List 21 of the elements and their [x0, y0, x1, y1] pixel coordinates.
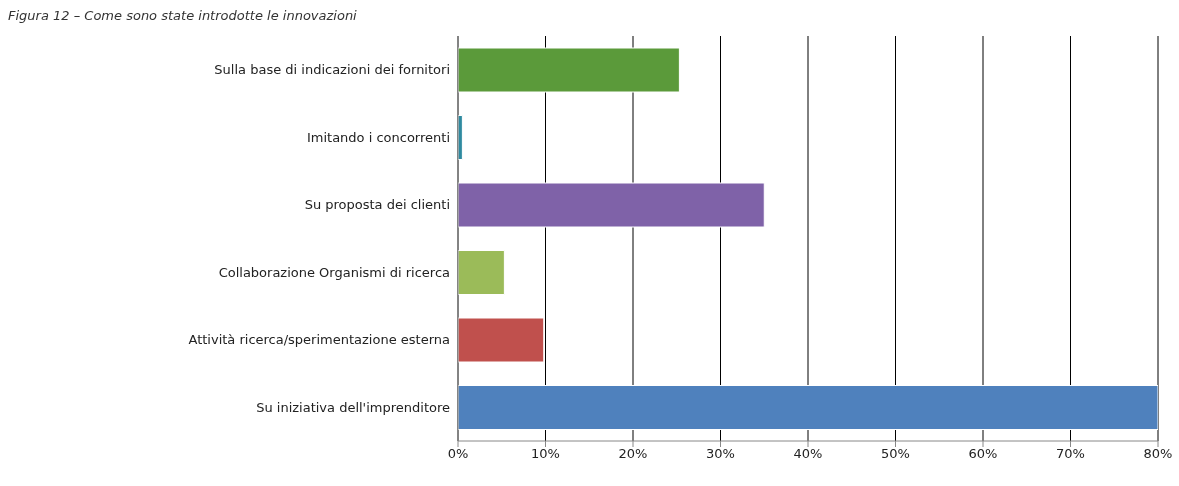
x-tick-label: 80%	[1143, 446, 1173, 462]
bar	[458, 385, 1158, 430]
x-tick-label: 0%	[447, 446, 469, 462]
bar	[458, 47, 680, 93]
x-tick-label: 30%	[706, 446, 735, 462]
text: Figura 12 – Come sono state introdotte le innovazioni	[8, 8, 358, 25]
x-tick-label: 20%	[618, 446, 648, 462]
x-tick-label: 40%	[793, 446, 823, 462]
bar	[458, 317, 545, 363]
bar	[458, 182, 765, 228]
x-tick-label: 70%	[1056, 446, 1085, 462]
y-tick-label: Sulla base di indicazioni dei fornitori	[214, 62, 450, 78]
bar	[458, 250, 505, 295]
y-tick-label: Attività ricerca/sperimentazione esterna	[188, 332, 450, 348]
y-tick-label: Su iniziativa dell'imprenditore	[256, 399, 450, 415]
y-tick-label: Imitando i concorrenti	[306, 129, 450, 145]
x-tick-label: 50%	[881, 446, 910, 462]
y-tick-label: Su proposta dei clienti	[304, 197, 450, 213]
x-tick-label: 10%	[531, 446, 560, 462]
y-tick-label: Collaborazione Organismi di ricerca	[218, 264, 450, 280]
x-tick-label: 60%	[968, 446, 998, 462]
